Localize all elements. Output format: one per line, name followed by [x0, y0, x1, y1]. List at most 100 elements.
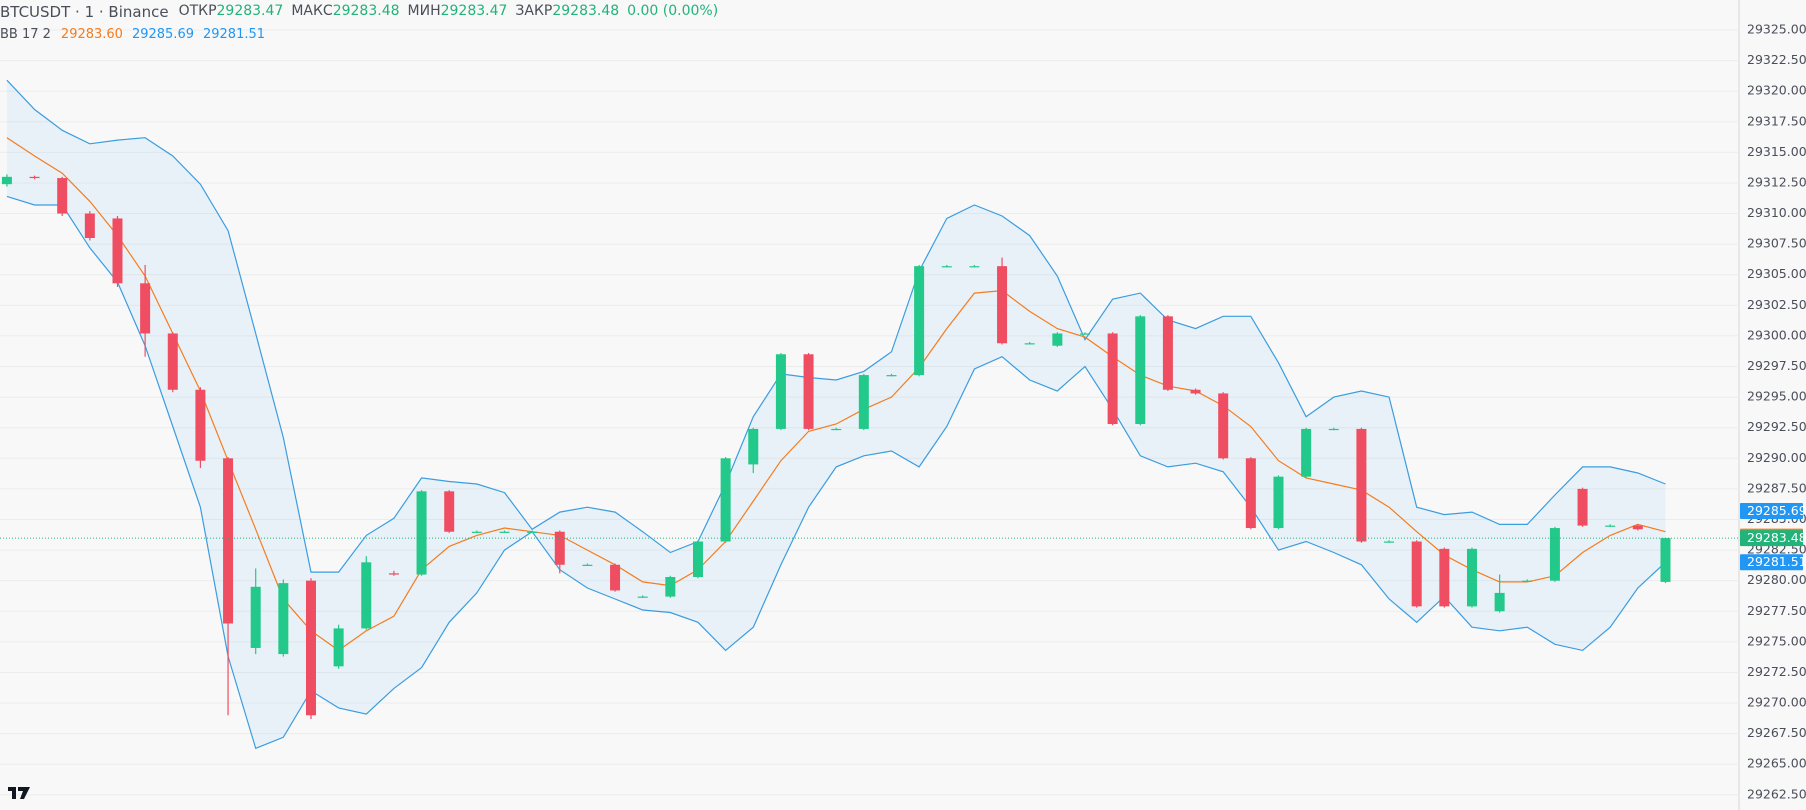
candle-body — [1356, 428, 1367, 542]
y-tick-label: 29302.50 — [1747, 297, 1806, 312]
y-tick-label: 29270.00 — [1747, 695, 1806, 710]
y-tick-label: 29262.50 — [1747, 786, 1806, 801]
indicator-value: 29283.60 — [60, 27, 123, 42]
y-tick-label: 29290.00 — [1747, 450, 1806, 465]
candle-body — [416, 491, 427, 575]
symbol-title[interactable]: BTCUSDT · 1 · Binance — [0, 3, 169, 21]
y-tick-label: 29287.50 — [1747, 480, 1806, 495]
y-tick-label: 29280.00 — [1747, 572, 1806, 587]
candle-body — [499, 531, 510, 533]
y-tick-label: 29310.00 — [1747, 205, 1806, 220]
candle-body — [527, 531, 538, 533]
y-tick-label: 29272.50 — [1747, 664, 1806, 679]
candle-body — [1273, 476, 1284, 529]
candle-body — [278, 583, 289, 655]
candle-body — [1107, 333, 1118, 425]
candle-body — [637, 596, 648, 598]
grid — [0, 29, 1739, 796]
change: 0.00 (0.00%) — [627, 3, 719, 19]
candle-body — [554, 531, 565, 565]
candle-body — [1079, 333, 1090, 335]
candle-body — [610, 564, 621, 591]
candle-body — [1605, 525, 1616, 527]
symbol-legend: BTCUSDT · 1 · Binance ОТКР 29283.47 МАКС 29… — [0, 3, 721, 21]
ohlc-value: 29283.48 — [332, 3, 400, 19]
candle-body — [195, 389, 206, 461]
candle-body — [582, 564, 593, 566]
ohlc-value: 29283.48 — [552, 3, 620, 19]
ohlc-label: ОТКР — [178, 3, 217, 19]
price-tag — [1740, 554, 1803, 571]
indicator-value: 29285.69 — [131, 27, 194, 42]
price-tag-label: 29281.51 — [1747, 554, 1806, 569]
indicator-name[interactable]: BB 17 2 — [0, 27, 51, 42]
candle-body — [57, 178, 68, 214]
axis-background — [1739, 0, 1806, 810]
y-tick-label: 29267.50 — [1747, 725, 1806, 740]
candle-body — [29, 176, 40, 179]
band-fill — [6, 80, 1666, 749]
candle-body — [831, 428, 842, 431]
candle-body — [720, 458, 731, 542]
y-tick-label: 29297.50 — [1747, 358, 1806, 373]
y-tick-label: 29305.00 — [1747, 266, 1806, 281]
candle-body — [1577, 488, 1588, 526]
candle-body — [1024, 343, 1035, 345]
candle-body — [140, 283, 151, 334]
y-tick-label: 29307.50 — [1747, 236, 1806, 251]
candle-body — [886, 375, 897, 377]
band-upper — [6, 79, 1666, 573]
ohlc-label: ЗАКР — [515, 3, 553, 19]
candle-body — [1660, 538, 1671, 582]
price-tag — [1740, 503, 1803, 520]
y-tick-label: 29300.00 — [1747, 327, 1806, 342]
candle-body — [84, 213, 95, 239]
candle-body — [941, 266, 952, 268]
price-tag — [1740, 530, 1803, 547]
ohlc-value: 29283.47 — [440, 3, 508, 19]
band-lower — [6, 195, 1666, 750]
y-tick-label: 29315.00 — [1747, 144, 1806, 159]
ohlc-label: МИН — [407, 3, 441, 19]
y-tick-label: 29292.50 — [1747, 419, 1806, 434]
y-tick-label: 29325.00 — [1747, 21, 1806, 36]
candle-body — [1494, 592, 1505, 612]
candle-body — [969, 266, 980, 268]
y-tick-label: 29265.00 — [1747, 756, 1806, 771]
candle-body — [112, 218, 123, 284]
y-tick-label: 29312.50 — [1747, 174, 1806, 189]
candle-body — [1218, 393, 1229, 459]
candle-body — [388, 573, 399, 575]
candle-body — [333, 628, 344, 667]
candle-body — [1328, 428, 1339, 431]
candle-body — [1, 176, 12, 185]
candle-body — [1522, 580, 1533, 582]
candle-body — [471, 531, 482, 533]
y-tick-label: 29295.00 — [1747, 389, 1806, 404]
ohlc-label: МАКС — [291, 3, 333, 19]
candle-body — [1466, 548, 1477, 607]
indicator-value: 29281.51 — [202, 27, 266, 42]
candle-body — [692, 541, 703, 577]
candle-body — [1052, 333, 1063, 346]
price-tag-label: 29283.48 — [1747, 530, 1806, 545]
candle-body — [1162, 316, 1173, 390]
candle-body — [665, 576, 676, 597]
candle-body — [997, 266, 1008, 344]
logo — [8, 787, 30, 799]
candle-body — [223, 458, 234, 624]
candle-body — [1245, 458, 1256, 529]
candle-body — [1411, 541, 1422, 607]
y-tick-label: 29277.50 — [1747, 603, 1806, 618]
candle-body — [1135, 316, 1146, 425]
y-tick-label: 29320.00 — [1747, 83, 1806, 98]
logo-mark — [8, 787, 30, 799]
y-tick-label: 29275.00 — [1747, 633, 1806, 648]
candle-body — [1439, 548, 1450, 607]
candle-body — [914, 266, 925, 376]
candle-body — [444, 491, 455, 532]
candle-body — [1384, 541, 1395, 543]
y-tick-label: 29317.50 — [1747, 113, 1806, 128]
